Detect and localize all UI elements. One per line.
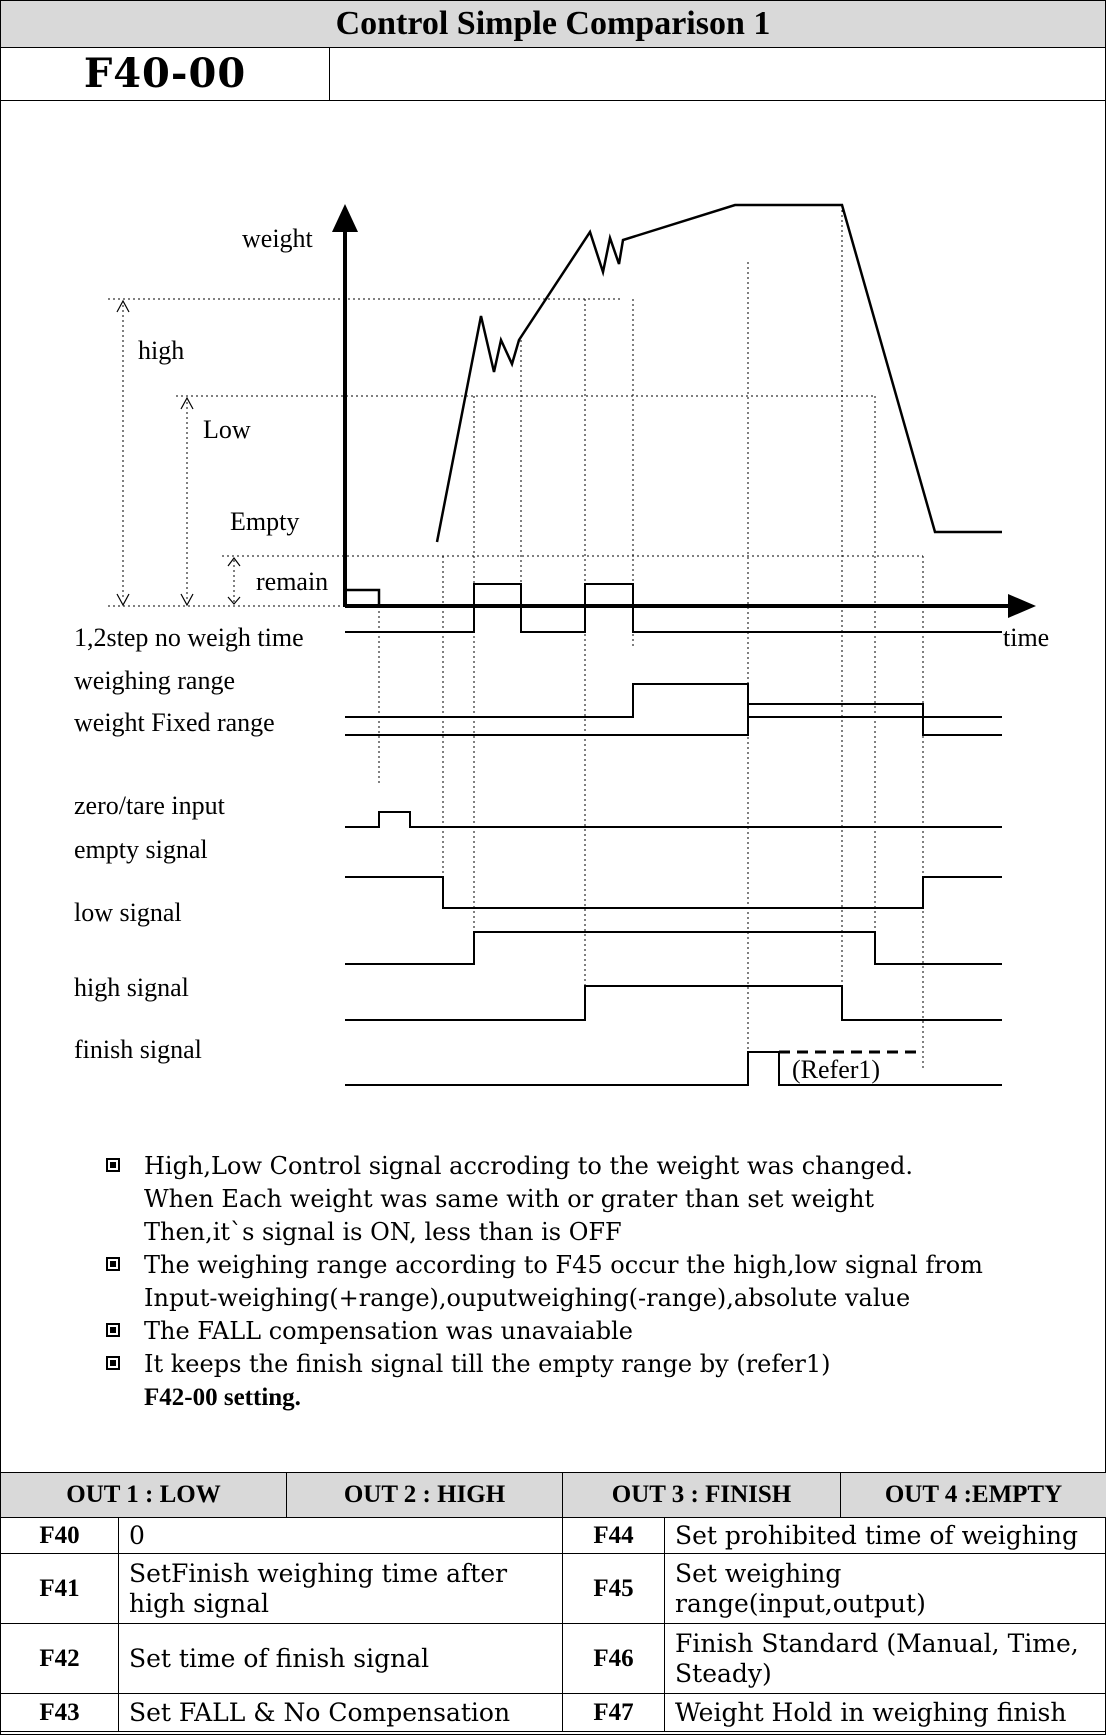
no-weigh-time-label: 1,2step no weigh time bbox=[74, 623, 304, 652]
note-line: High,Low Control signal accroding to the… bbox=[144, 1152, 913, 1180]
time-axis-arrow-icon bbox=[1008, 594, 1036, 618]
param-code: F43 bbox=[0, 1693, 119, 1732]
param-desc: Set prohibited time of weighing bbox=[664, 1517, 1106, 1554]
param-desc: Weight Hold in weighing finish bbox=[664, 1693, 1106, 1732]
low-signal bbox=[345, 931, 1002, 965]
param-code: F44 bbox=[562, 1517, 666, 1554]
output-header-row: OUT 1 : LOW OUT 2 : HIGH OUT 3 : FINISH … bbox=[0, 1472, 1106, 1518]
high-label: high bbox=[138, 336, 184, 365]
note-line: The FALL compensation was unavaiable bbox=[144, 1317, 633, 1345]
out1-header: OUT 1 : LOW bbox=[0, 1472, 288, 1518]
param-desc: 0 bbox=[117, 1517, 564, 1554]
param-code: F47 bbox=[562, 1693, 666, 1732]
refer-label: (Refer1) bbox=[792, 1055, 880, 1084]
high-signal-label: high signal bbox=[74, 973, 189, 1002]
out4-header: OUT 4 :EMPTY bbox=[840, 1472, 1106, 1518]
parameter-table: OUT 1 : LOW OUT 2 : HIGH OUT 3 : FINISH … bbox=[0, 1472, 1106, 1732]
empty-label: Empty bbox=[230, 507, 299, 536]
time-axis-label: time bbox=[1003, 623, 1049, 652]
low-signal-label: low signal bbox=[74, 898, 182, 927]
weighing-range-signal bbox=[345, 683, 1002, 718]
zero-tare-signal bbox=[345, 811, 1002, 828]
low-label: Low bbox=[203, 415, 251, 444]
weight-curve bbox=[435, 203, 1002, 543]
empty-signal bbox=[345, 876, 1002, 909]
note-line: The weighing range according to F45 occu… bbox=[144, 1251, 983, 1279]
note-line: Then,it`s signal is ON, less than is OFF bbox=[144, 1218, 622, 1246]
notes-list: High,Low Control signal accroding to the… bbox=[106, 1150, 1086, 1414]
note-extra: F42-00 setting. bbox=[144, 1384, 301, 1411]
param-code: F46 bbox=[562, 1623, 666, 1694]
page-title: Control Simple Comparison 1 bbox=[1, 1, 1105, 48]
note-item: The FALL compensation was unavaiable bbox=[106, 1315, 1086, 1348]
out3-header: OUT 3 : FINISH bbox=[562, 1472, 842, 1518]
param-code: F41 bbox=[0, 1553, 119, 1624]
note-line: Input-weighing(+range),ouputweighing(-ra… bbox=[144, 1284, 911, 1312]
finish-signal-label: finish signal bbox=[74, 1035, 202, 1064]
note-item: It keeps the finish signal till the empt… bbox=[106, 1348, 1086, 1414]
remain-label: remain bbox=[256, 567, 328, 596]
timing-diagram: weight time high Low Empty remain bbox=[74, 203, 1049, 1086]
weight-axis-label: weight bbox=[242, 224, 314, 253]
param-desc: SetFinish weighing time after high signa… bbox=[117, 1553, 564, 1624]
table-row: F42 Set time of finish signal F46 Finish… bbox=[0, 1623, 1106, 1694]
bullet-square-icon bbox=[106, 1257, 120, 1271]
table-row: F41 SetFinish weighing time after high s… bbox=[0, 1553, 1106, 1624]
param-code: F40 bbox=[0, 1517, 119, 1554]
weight-axis-arrow-icon bbox=[332, 204, 358, 232]
table-row: F43 Set FALL & No Compensation F47 Weigh… bbox=[0, 1693, 1106, 1732]
out2-header: OUT 2 : HIGH bbox=[286, 1472, 564, 1518]
zero-tare-label: zero/tare input bbox=[74, 791, 226, 820]
param-code: F45 bbox=[562, 1553, 666, 1624]
note-item: High,Low Control signal accroding to the… bbox=[106, 1150, 1086, 1249]
empty-signal-label: empty signal bbox=[74, 835, 208, 864]
note-item: The weighing range according to F45 occu… bbox=[106, 1249, 1086, 1315]
weighing-range-label: weighing range bbox=[74, 666, 235, 695]
function-code: F40-00 bbox=[1, 48, 330, 100]
fixed-range-label: weight Fixed range bbox=[74, 708, 275, 737]
bullet-square-icon bbox=[106, 1158, 120, 1172]
param-desc: Set time of finish signal bbox=[117, 1623, 564, 1694]
note-line: When Each weight was same with or grater… bbox=[144, 1185, 875, 1213]
bullet-square-icon bbox=[106, 1356, 120, 1370]
param-desc: Set FALL & No Compensation bbox=[117, 1693, 564, 1732]
param-desc: Finish Standard (Manual, Time, Steady) bbox=[664, 1623, 1106, 1694]
table-row: F40 0 F44 Set prohibited time of weighin… bbox=[0, 1517, 1106, 1554]
code-row: F40-00 bbox=[1, 48, 1105, 101]
note-line: It keeps the finish signal till the empt… bbox=[144, 1350, 831, 1378]
high-signal bbox=[345, 985, 1002, 1021]
no-weigh-signal bbox=[345, 583, 1002, 633]
bullet-square-icon bbox=[106, 1323, 120, 1337]
param-code: F42 bbox=[0, 1623, 119, 1694]
finish-signal bbox=[345, 1051, 1002, 1086]
param-desc: Set weighing range(input,output) bbox=[664, 1553, 1106, 1624]
fixed-range-signal bbox=[345, 703, 1002, 736]
